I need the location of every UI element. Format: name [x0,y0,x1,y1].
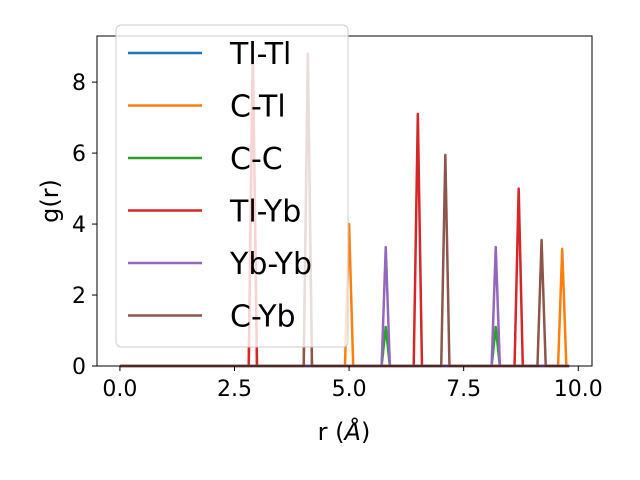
y-tick-label: 2 [72,284,86,309]
x-tick-label: 10.0 [554,377,603,402]
y-tick-label: 8 [72,71,86,96]
legend-label-tl-tl: Tl-Tl [229,37,291,72]
x-tick-label: 2.5 [217,377,252,402]
x-axis-label: r (Å) [318,417,371,446]
x-axis: 0.0 2.5 5.0 7.5 10.0 [102,366,603,402]
x-tick-label: 5.0 [332,377,367,402]
legend-label-yb-yb: Yb-Yb [229,247,312,282]
y-axis: 0 2 4 6 8 [72,71,97,380]
y-tick-label: 0 [72,355,86,380]
y-tick-label: 6 [72,142,86,167]
legend-items: Tl-Tl C-Tl C-C Tl-Yb Yb-Yb C-Yb [128,37,312,335]
legend: Tl-Tl C-Tl C-C Tl-Yb Yb-Yb C-Yb [115,24,349,348]
x-tick-label: 7.5 [446,377,481,402]
legend-label-c-c: C-C [230,142,283,177]
y-tick-label: 4 [72,213,86,238]
x-tick-label: 0.0 [102,377,137,402]
legend-label-c-tl: C-Tl [230,90,286,125]
legend-label-tl-yb: Tl-Yb [229,195,301,230]
y-axis-label: g(r) [36,179,64,223]
legend-label-c-yb: C-Yb [230,300,296,335]
